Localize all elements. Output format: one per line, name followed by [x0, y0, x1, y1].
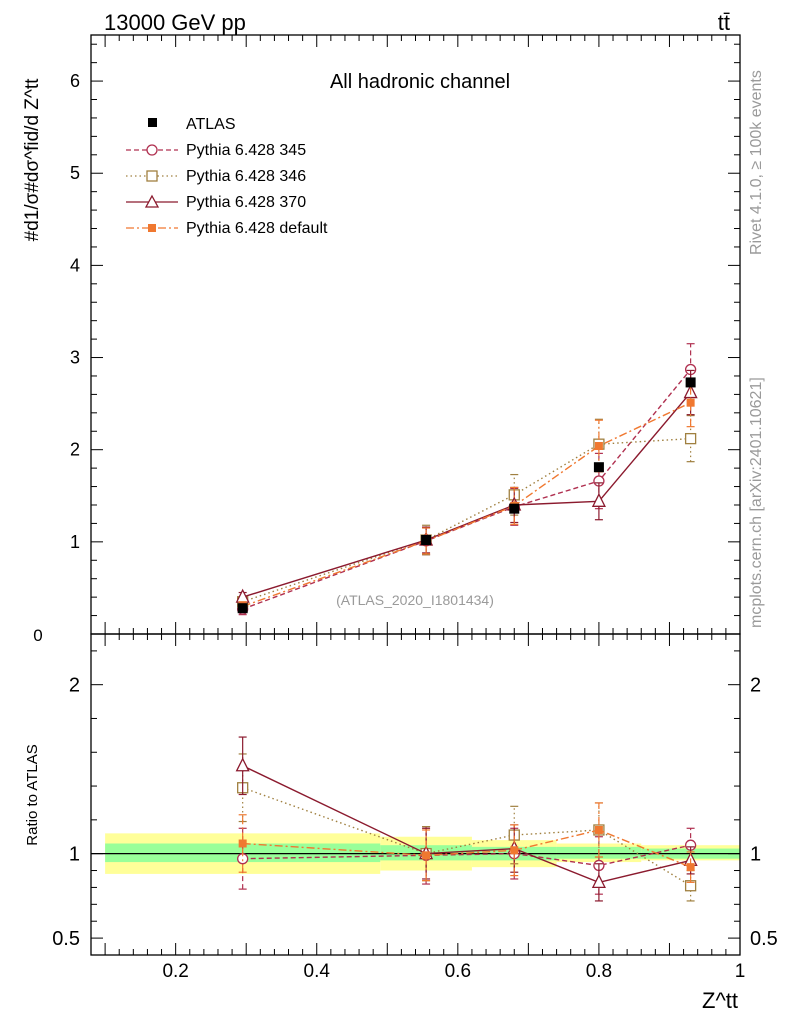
main-series-group — [235, 343, 698, 616]
ratio-line-pythia-6-428-346 — [242, 787, 691, 887]
legend-label-atlas: ATLAS — [186, 116, 236, 133]
legend-marker-default — [148, 224, 156, 232]
main-point-pythia-6-428-default — [686, 398, 695, 407]
ratio-line-pythia-6-428-345 — [242, 844, 691, 867]
legend-label-370: Pythia 6.428 370 — [186, 194, 306, 211]
ratio-point-pythia-6-428-default — [594, 825, 603, 834]
process-label: tt̄ — [718, 10, 730, 35]
main-y-tick-label: 6 — [70, 71, 80, 91]
legend-marker-370 — [144, 194, 160, 208]
main-y-tick-label: 2 — [70, 440, 80, 460]
ratio-y-tick-label-left: 1 — [69, 844, 80, 866]
x-tick-label: 0.8 — [586, 961, 612, 982]
x-tick-label: 0.2 — [162, 961, 188, 982]
main-line-pythia-6-428-346 — [242, 437, 691, 603]
atlas-data-point — [421, 535, 432, 546]
ratio-series-group — [235, 736, 698, 902]
ratio-y-tick-label-right: 0.5 — [750, 928, 778, 950]
ratio-frame — [90, 633, 741, 956]
ratio-panel: Ratio to ATLAS Z^tt — [24, 744, 738, 1013]
ratio-y-tick-label-right: 1 — [750, 844, 761, 866]
x-tick-label: 0.4 — [304, 961, 331, 982]
legend-label-346: Pythia 6.428 346 — [186, 168, 306, 185]
atlas-data-point — [509, 503, 520, 514]
atlas-data-point — [685, 377, 696, 388]
x-ticks: 0.2 0.4 0.6 0.8 1 — [104, 35, 746, 982]
x-tick-label: 0.6 — [445, 961, 471, 982]
main-title: All hadronic channel — [330, 71, 510, 93]
main-y-tick-label: 3 — [70, 348, 80, 368]
ratio-point-pythia-6-428-370 — [235, 757, 250, 772]
main-y-ticks: 1 2 3 4 5 6 — [70, 43, 740, 635]
main-point-pythia-6-428-346 — [684, 432, 697, 445]
ratio-y-ticks: 0.5 0.5 1 1 2 2 — [52, 650, 778, 950]
main-y-tick-label: 1 — [70, 532, 80, 552]
main-line-pythia-6-428-345 — [242, 369, 692, 610]
rivet-version-label: Rivet 4.1.0, ≥ 100k events — [748, 70, 765, 255]
ratio-y-axis-label: Ratio to ATLAS — [24, 744, 41, 845]
main-point-pythia-6-428-370 — [591, 492, 606, 507]
legend-label-345: Pythia 6.428 345 — [186, 142, 306, 159]
ratio-y-tick-label-right: 2 — [750, 675, 761, 697]
atlas-data — [237, 377, 696, 614]
mcplots-label: mcplots.cern.ch [arXiv:2401.10621] — [748, 377, 765, 628]
legend: ATLAS Pythia 6.428 345 Pythia 6.428 346 … — [126, 116, 328, 237]
ratio-point-pythia-6-428-370 — [591, 873, 606, 889]
legend-marker-346 — [146, 170, 158, 182]
main-y-tick-label: 5 — [70, 163, 80, 183]
ratio-point-pythia-6-428-default — [686, 863, 695, 872]
ratio-point-pythia-6-428-default — [422, 851, 431, 860]
legend-marker-atlas — [148, 118, 157, 127]
analysis-watermark: (ATLAS_2020_I1801434) — [336, 592, 494, 608]
main-line-pythia-6-428-370 — [242, 392, 692, 598]
y-tick-label-zero: 0 — [33, 626, 42, 645]
main-point-pythia-6-428-default — [594, 442, 603, 451]
x-axis-label: Z^tt — [702, 988, 738, 1013]
ratio-y-tick-label-left: 2 — [69, 675, 80, 697]
ratio-point-pythia-6-428-default — [238, 839, 247, 848]
legend-label-default: Pythia 6.428 default — [186, 220, 328, 237]
ratio-y-tick-label-left: 0.5 — [52, 928, 80, 950]
energy-label: 13000 GeV pp — [104, 10, 246, 35]
main-y-tick-label: 4 — [70, 255, 80, 275]
legend-marker-345 — [146, 144, 158, 156]
main-y-axis-label: #d1/σ#dσ^fid/d Z^tt — [22, 78, 43, 241]
atlas-data-point — [593, 462, 604, 473]
ratio-point-pythia-6-428-default — [510, 846, 519, 855]
x-tick-label: 1 — [735, 961, 746, 982]
atlas-data-point — [237, 603, 248, 614]
main-panel: All hadronic channel (ATLAS_2020_I180143… — [22, 71, 510, 645]
